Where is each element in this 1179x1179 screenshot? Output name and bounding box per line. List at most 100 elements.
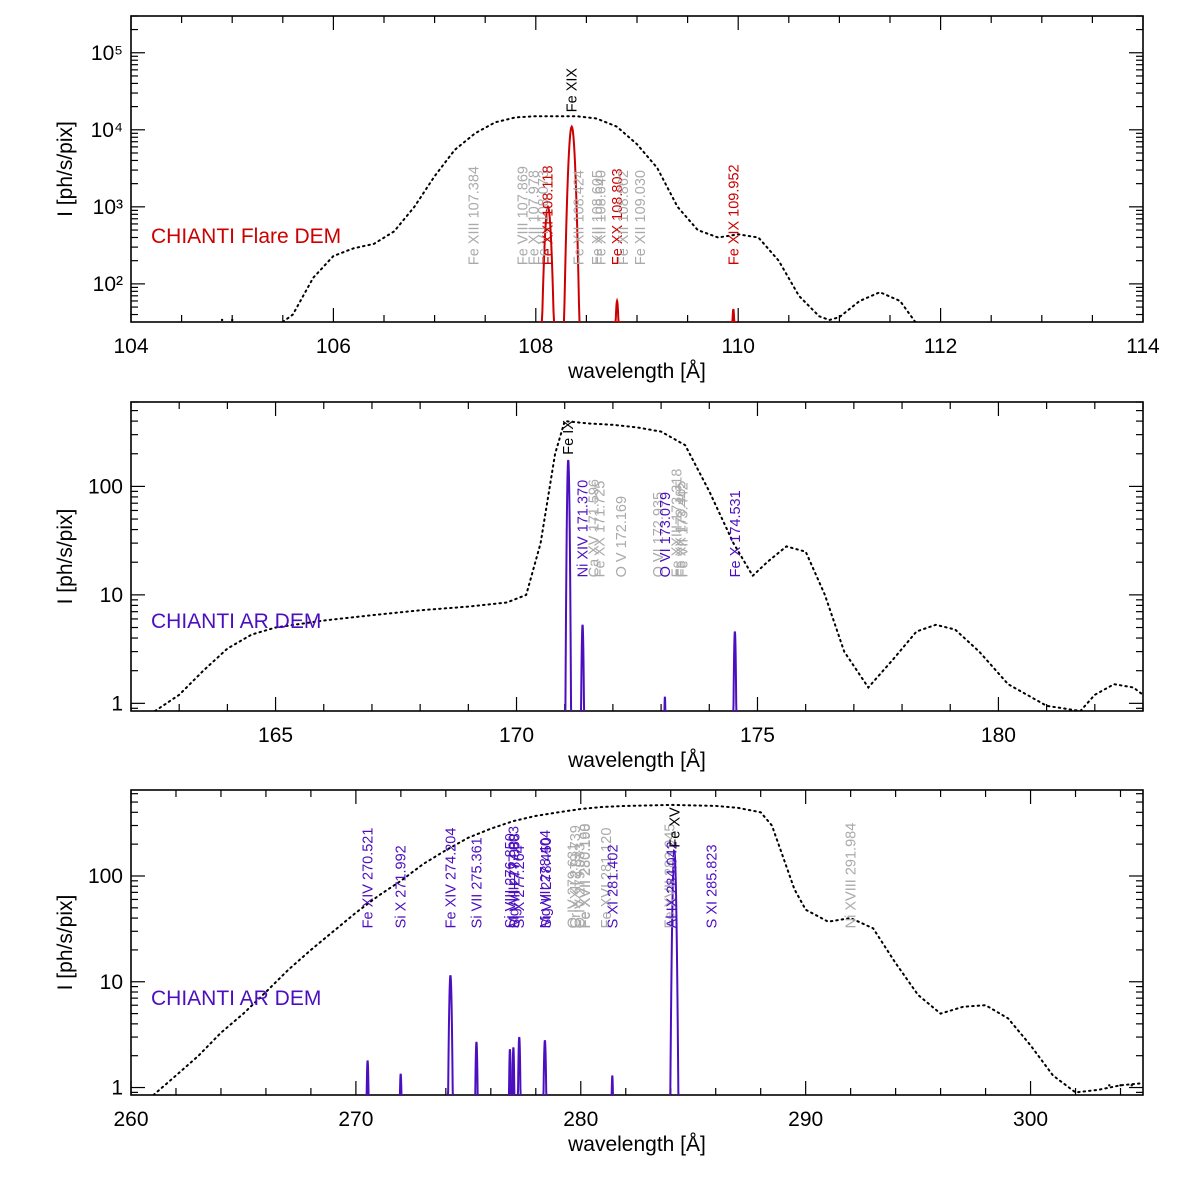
line-id-label: Fe XII 108.640 (594, 170, 610, 265)
spectral-line-peak (510, 1047, 517, 1095)
line-id-label: Fe XIX 109.952 (726, 164, 742, 265)
spectral-line-peak (516, 1036, 523, 1095)
main-line-label: Fe XIX (565, 68, 581, 113)
ar-284-spectrum-panel: 260 270 280 290 300 1 10 100 wavelength [Å] I [ph… (54, 789, 1144, 1156)
y-tick-label: 100 (88, 475, 123, 498)
y-axis-label: I [ph/s/pix] (54, 121, 77, 217)
line-id-label: Si X 271.992 (394, 845, 410, 928)
line-id-label: O VI 173.079 (658, 492, 674, 577)
spectral-line-peak (579, 624, 586, 711)
line-id-label: Al IX 284.042 (665, 841, 681, 928)
line-id-label: Fe XVII 280.160 (577, 824, 593, 929)
line-id-label: Mg VIII 277.003 (506, 826, 522, 928)
line-id-label: Fe XXI 108.118 (541, 165, 557, 265)
line-id-label: Fe XII 109.030 (633, 170, 649, 265)
line-id-label: Ni XIV 171.370 (576, 480, 592, 578)
x-tick-label: 175 (740, 724, 775, 747)
x-tick-label: 270 (338, 1108, 373, 1131)
line-id-label: Fe VII 108.073 (536, 170, 552, 265)
line-id-label: Si X 277.264 (512, 845, 528, 928)
line-id-label: Mg VII 278.404 (538, 830, 554, 928)
line-id-label: Fe XX 108.803 (610, 168, 626, 265)
x-tick-label: 110 (721, 335, 754, 358)
line-id-label: S XI 285.823 (705, 844, 721, 928)
spectral-line-peak (507, 1049, 513, 1095)
model-curve-dot (220, 318, 224, 322)
line-id-label: Fe XII 108.424 (572, 170, 588, 265)
spectral-line-peak (473, 1041, 480, 1095)
line-id-label: Ca XV 171.596 (586, 479, 602, 577)
y-tick-label: 1 (111, 1077, 123, 1100)
spectral-line-peak (446, 975, 455, 1095)
model-curve-dot (1119, 1084, 1122, 1087)
x-axis-label: wavelength [Å] (567, 360, 706, 383)
y-tick-label: 100 (88, 865, 123, 888)
y-tick-label: 10² (93, 273, 123, 296)
x-tick-label: 106 (316, 335, 351, 358)
line-id-label: Fe XII 108.605 (590, 170, 606, 265)
model-curve-dot (1130, 1084, 1133, 1087)
line-id-label: Si VIII 277.058 (508, 833, 524, 928)
x-axis-label: wavelength [Å] (567, 749, 706, 772)
line-id-label: Fe XII 108.862 (616, 170, 632, 265)
ar-171-spectrum-panel: 165 170 175 180 1 10 100 wavelength [Å] I [ph/s/… (54, 401, 1144, 772)
main-line-label: Fe XV (667, 807, 683, 848)
model-curve-dot (1108, 1084, 1111, 1087)
x-tick-label: 280 (563, 1108, 598, 1131)
line-id-label: Fe XII 107.978 (527, 170, 543, 265)
x-tick-label: 260 (113, 1108, 148, 1131)
line-id-label: Si VII 275.361 (469, 837, 485, 928)
y-tick-label: 10³ (93, 196, 123, 219)
line-id-label: Fe XX 173.405 (674, 481, 690, 578)
x-tick-label: 165 (258, 724, 293, 747)
line-id-label: Si VIII 276.850 (503, 833, 519, 928)
line-id-label: Fe VII 173.442 (675, 482, 691, 577)
model-curve-dot (231, 318, 234, 322)
line-id-label: Fe XVII 280.198 (578, 824, 594, 929)
x-tick-label: 112 (924, 335, 957, 358)
line-id-label: Fe XIV 274.204 (443, 828, 459, 929)
y-tick-label: 10⁵ (91, 42, 123, 65)
x-tick-label: 290 (788, 1108, 823, 1131)
spectral-line-peak (364, 1060, 371, 1095)
line-id-label: O IV 279.933 (572, 843, 588, 928)
spectral-line-peak (539, 204, 557, 322)
spectral-line-peak (731, 631, 738, 711)
line-id-label: Fe XVII 283.945 (662, 824, 678, 929)
y-tick-label: 10 (100, 584, 123, 607)
line-id-label: Ni XVIII 291.984 (843, 823, 859, 929)
x-tick-label: 180 (981, 724, 1016, 747)
ar-171-plot-frame (130, 401, 1144, 712)
x-axis-label: wavelength [Å] (567, 1133, 706, 1156)
line-id-label: S XI 281.402 (605, 844, 621, 928)
panel-label: CHIANTI AR DEM (151, 610, 321, 633)
line-id-label: Cr XXII 279.739 (568, 825, 584, 928)
spectral-line-peak (729, 308, 738, 322)
panel-label: CHIANTI Flare DEM (151, 225, 341, 248)
x-tick-label: 104 (113, 335, 148, 358)
model-spectrum-curve (281, 115, 917, 322)
y-tick-label: 10⁴ (91, 119, 123, 142)
spectral-line-peak (609, 1075, 616, 1095)
y-tick-label: 1 (111, 692, 123, 715)
spectral-line-peak (669, 850, 680, 1095)
spectral-line-peak (662, 696, 668, 711)
x-tick-label: 300 (1013, 1108, 1048, 1131)
flare-spectrum-panel: 104 106 108 110 112 114 10² 10³ 10⁴ 10⁵ wavelength… (54, 15, 1160, 383)
line-id-label: O V 172.169 (614, 496, 630, 577)
spectral-line-peak (564, 459, 573, 711)
line-id-label: Fe XX 171.725 (593, 481, 609, 578)
line-id-label: Fe XIII 107.384 (466, 166, 482, 265)
y-axis-label: I [ph/s/pix] (54, 509, 77, 605)
spectral-line-peak (397, 1073, 404, 1095)
y-axis-label: I [ph/s/pix] (54, 895, 77, 991)
line-id-label: Fe XVI 281.120 (599, 828, 615, 929)
spectral-line-peak (612, 297, 622, 322)
line-id-label: Fe VIII 107.869 (516, 166, 532, 265)
line-id-label: Si VII 278.450 (539, 837, 555, 928)
line-id-label: Fe XIV 270.521 (361, 828, 377, 929)
line-id-label: Fe XXIII 173.318 (669, 469, 685, 578)
spectral-line-peak (541, 1040, 549, 1095)
line-id-label: O IV 279.631 (565, 843, 581, 928)
